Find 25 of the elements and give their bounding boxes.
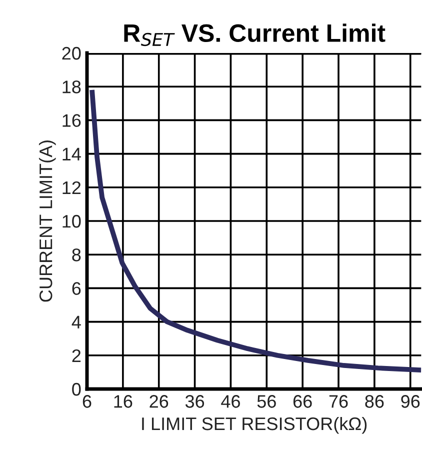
x-axis-title: I LIMIT SET RESISTOR(kΩ) bbox=[142, 416, 367, 434]
line-series bbox=[90, 88, 422, 372]
y-axis-title: CURRENT LIMIT(A) bbox=[38, 140, 56, 302]
y-tick-label: 12 bbox=[62, 181, 81, 194]
y-tick-label: 10 bbox=[62, 214, 81, 228]
x-tick-label: 96 bbox=[401, 395, 420, 408]
x-tick-label: 86 bbox=[365, 395, 384, 408]
y-tick-label: 2 bbox=[72, 349, 81, 362]
y-tick-label: 4 bbox=[72, 316, 81, 328]
y-tick-label: 16 bbox=[62, 114, 81, 127]
x-tick-label: 66 bbox=[293, 395, 312, 408]
x-tick-label: 6 bbox=[82, 395, 92, 408]
y-tick-label: 20 bbox=[62, 46, 81, 60]
x-tick-label: 36 bbox=[185, 395, 204, 408]
y-tick-label: 6 bbox=[72, 282, 81, 295]
y-tick-label: 8 bbox=[72, 248, 81, 262]
x-tick-label: 26 bbox=[150, 395, 168, 408]
x-tick-label: 16 bbox=[114, 395, 132, 408]
x-tick-label: 56 bbox=[257, 395, 276, 408]
x-tick-label: 46 bbox=[221, 395, 240, 408]
y-tick-label: 18 bbox=[62, 80, 81, 94]
y-tick-label: 14 bbox=[62, 148, 81, 160]
chart-title: R$_{SET}$ VS. Current Limit bbox=[124, 24, 386, 46]
y-tick-label: 0 bbox=[72, 382, 81, 396]
x-tick-label: 76 bbox=[329, 395, 348, 408]
